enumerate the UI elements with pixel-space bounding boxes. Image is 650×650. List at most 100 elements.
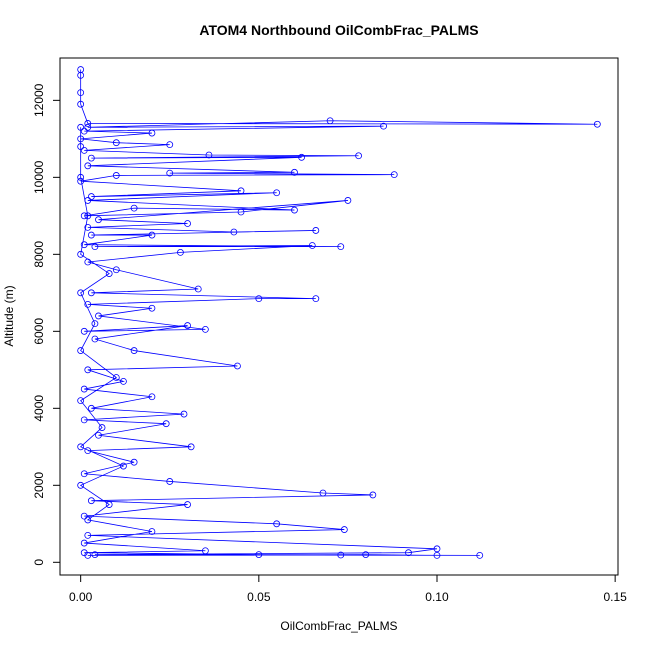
data-point <box>77 100 85 108</box>
data-point <box>77 397 85 405</box>
data-point <box>87 497 95 505</box>
data-point <box>77 89 85 97</box>
y-tick-label: 6000 <box>32 318 46 345</box>
data-point <box>205 151 213 159</box>
data-point <box>362 551 370 558</box>
data-point <box>337 243 345 251</box>
data-point <box>105 501 113 508</box>
data-point <box>237 208 245 216</box>
data-point <box>184 322 191 329</box>
x-axis-label: OilCombFrac_PALMS <box>280 619 397 633</box>
x-tick-label: 0.10 <box>425 590 449 604</box>
data-point <box>77 123 85 131</box>
data-point <box>77 71 85 79</box>
data-point <box>162 420 170 428</box>
data-point <box>234 362 241 370</box>
x-tick-label: 0.05 <box>247 590 271 604</box>
data-point <box>130 458 138 466</box>
data-point <box>91 551 99 558</box>
data-point <box>187 443 195 451</box>
data-point <box>291 206 298 214</box>
data-point <box>184 501 191 508</box>
data-point <box>84 197 92 204</box>
data-point <box>84 123 92 131</box>
data-point <box>105 270 113 277</box>
data-point <box>95 216 102 224</box>
data-point <box>326 117 334 125</box>
data-point <box>201 547 209 555</box>
data-point <box>80 539 88 547</box>
data-point <box>291 168 298 176</box>
data-point <box>184 220 191 227</box>
data-line <box>79 69 598 556</box>
data-point <box>180 410 188 418</box>
data-point <box>112 172 120 179</box>
data-point <box>84 223 92 231</box>
plot-box <box>59 57 619 576</box>
data-point <box>80 385 88 393</box>
data-point <box>91 320 99 328</box>
data-point <box>87 231 95 239</box>
data-point <box>355 152 362 160</box>
data-point <box>84 162 92 170</box>
data-point <box>237 187 245 195</box>
data-point <box>87 193 95 200</box>
data-point <box>255 551 263 558</box>
data-point <box>166 141 174 149</box>
data-point <box>80 146 88 154</box>
data-point <box>84 447 92 455</box>
data-point <box>77 250 85 258</box>
data-point <box>84 366 92 374</box>
data-point <box>337 551 345 559</box>
data-point <box>77 143 85 150</box>
data-point <box>80 127 88 135</box>
data-point <box>87 404 95 412</box>
data-point <box>255 295 263 302</box>
data-point <box>148 393 156 401</box>
data-point <box>112 374 120 381</box>
data-point <box>148 129 156 137</box>
data-point <box>340 526 348 533</box>
data-point <box>201 325 209 333</box>
data-point <box>77 481 85 489</box>
data-point <box>166 169 174 177</box>
data-point <box>194 285 202 293</box>
data-point <box>84 516 92 524</box>
y-tick-label: 0 <box>32 559 46 566</box>
data-point <box>230 228 238 236</box>
data-point <box>77 135 85 143</box>
data-point <box>273 189 281 197</box>
data-point <box>390 171 398 179</box>
y-tick-label: 10000 <box>32 160 46 194</box>
data-point <box>148 528 156 535</box>
data-point <box>77 443 85 451</box>
data-point <box>344 197 352 204</box>
data-point <box>80 549 88 557</box>
data-point <box>84 212 92 220</box>
data-point <box>91 243 99 251</box>
data-point <box>166 478 174 485</box>
data-point <box>80 470 88 478</box>
data-point <box>84 531 92 539</box>
data-point <box>273 520 281 528</box>
data-point <box>120 462 127 470</box>
y-tick-label: 4000 <box>32 395 46 422</box>
data-point <box>80 241 88 249</box>
data-point <box>77 289 85 297</box>
data-point <box>95 431 102 439</box>
data-point <box>476 551 484 559</box>
data-point <box>433 545 441 553</box>
data-point <box>87 289 95 297</box>
data-point <box>380 122 387 130</box>
data-point <box>77 177 85 185</box>
y-tick-label: 8000 <box>32 241 46 268</box>
data-point <box>91 335 99 343</box>
data-point <box>148 304 156 312</box>
data-point <box>312 295 320 302</box>
y-tick-label: 12000 <box>32 83 46 117</box>
data-point <box>433 551 441 559</box>
y-tick-label: 2000 <box>32 472 46 499</box>
data-point <box>84 258 92 266</box>
data-point <box>80 327 88 335</box>
